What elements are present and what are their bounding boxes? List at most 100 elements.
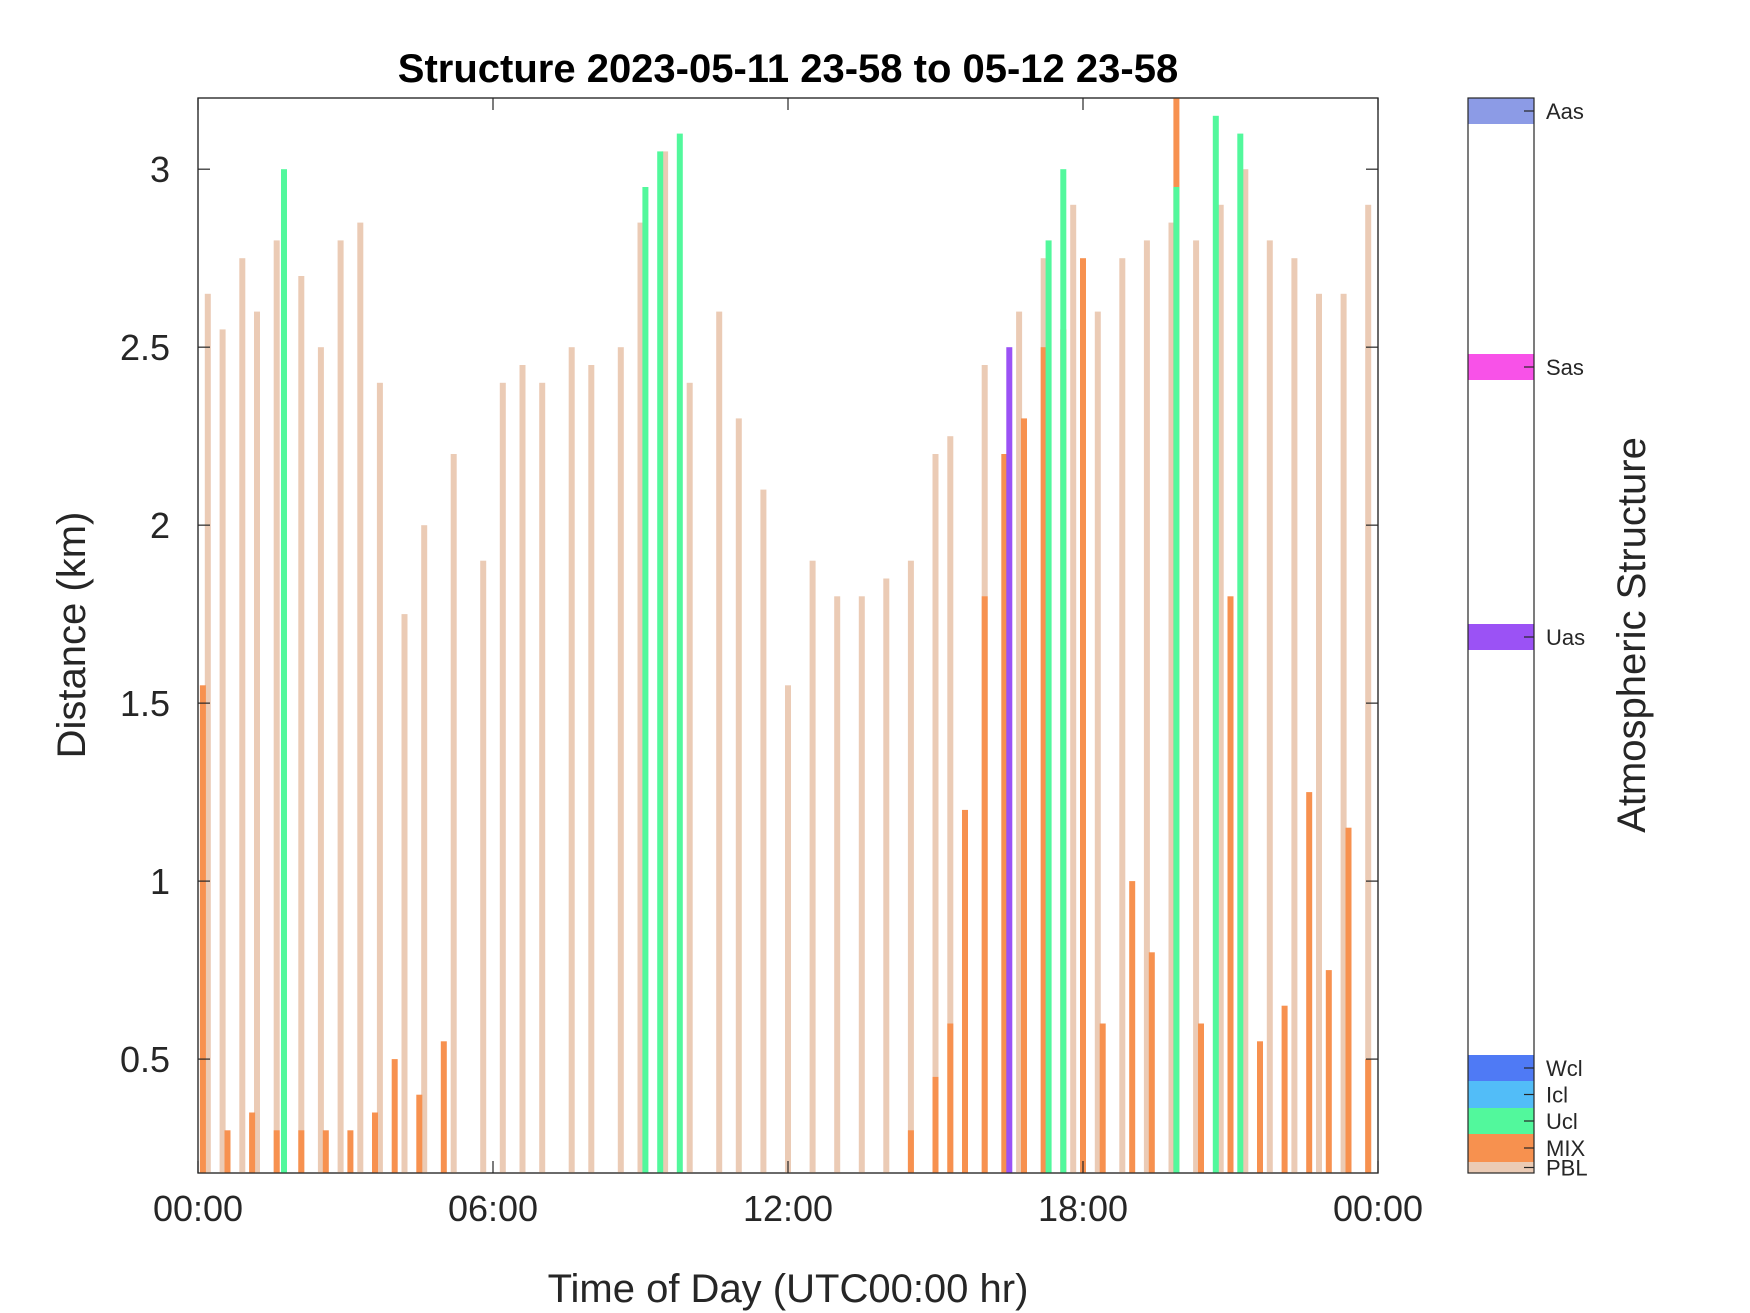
colorbar-tick-label: Sas (1546, 355, 1584, 380)
bar-pbl (480, 560, 487, 1173)
colorbar-swatch-icl (1468, 1081, 1534, 1108)
bar-mix (199, 685, 206, 1173)
bar-mix (416, 1094, 423, 1173)
bar-mix (1148, 952, 1155, 1173)
bar-mix (273, 1130, 280, 1173)
bar-ucl (1237, 133, 1244, 1174)
bar-pbl (421, 525, 428, 1173)
bar-ucl (1212, 115, 1219, 1173)
bar-pbl (499, 382, 506, 1173)
y-tick-labels: 0.5 1 1.5 2 2.5 3 (120, 149, 170, 1080)
bar-pbl (568, 347, 575, 1173)
bar-mix (1040, 347, 1047, 1173)
bar-mix (1021, 418, 1027, 1173)
bar-pbl (1217, 204, 1224, 1174)
bar-pbl (273, 240, 280, 1173)
bar-ucl (1173, 187, 1180, 1173)
x-tick-labels: 00:00 06:00 12:00 18:00 00:00 (153, 1188, 1423, 1229)
bar-pbl (519, 365, 526, 1173)
bar-pbl (376, 382, 383, 1173)
bar-pbl (317, 347, 324, 1173)
bar-pbl (1340, 293, 1347, 1173)
bar-pbl (588, 365, 595, 1173)
y-tick-label: 3 (150, 149, 170, 190)
bar-uas (1006, 347, 1013, 1173)
bar-ucl (1045, 240, 1052, 1173)
y-tick-label: 2 (150, 505, 170, 546)
bar-ucl (657, 151, 664, 1173)
bar-mix (947, 1023, 954, 1173)
bar-pbl (1242, 169, 1249, 1173)
bar-pbl (1193, 240, 1200, 1173)
bar-mix (1129, 881, 1136, 1173)
bar-pbl (637, 222, 644, 1174)
bar-pbl (219, 329, 226, 1173)
bar-pbl (858, 596, 865, 1173)
bar-pbl (401, 614, 408, 1173)
x-tick-label: 18:00 (1038, 1188, 1128, 1229)
x-tick-label: 00:00 (153, 1188, 243, 1229)
chart-title: Structure 2023-05-11 23-58 to 05-12 23-5… (398, 47, 1178, 91)
bar-mix (907, 1130, 914, 1173)
bar-pbl (450, 454, 457, 1173)
bar-mix (440, 1041, 447, 1173)
colorbar-swatch-uas (1468, 624, 1534, 650)
bar-pbl (1291, 258, 1298, 1173)
axes-layer (197, 97, 1379, 1174)
bar-mix (1325, 970, 1332, 1173)
bar-mix (347, 1130, 354, 1173)
bar-pbl (932, 454, 939, 1173)
bar-pbl (204, 293, 211, 1173)
bar-pbl (1365, 204, 1372, 1174)
bar-mix (1001, 454, 1008, 1173)
bar-mix (1198, 1023, 1204, 1173)
bars-layer (199, 98, 1372, 1174)
bar-mix (391, 1059, 398, 1173)
bar-pbl (686, 382, 693, 1173)
colorbar-tick-label: Ucl (1546, 1109, 1578, 1134)
bar-pbl (1070, 204, 1077, 1174)
bar-mix (932, 1076, 939, 1173)
bar-mix (1365, 1059, 1372, 1173)
bar-pbl (760, 489, 767, 1174)
colorbar-tick-label: PBL (1546, 1156, 1588, 1181)
bar-mix (1306, 792, 1313, 1173)
colorbar-swatch-sas (1468, 354, 1534, 380)
bar-mix (981, 596, 988, 1173)
bar-pbl (834, 596, 841, 1173)
bar-pbl (298, 276, 305, 1173)
x-tick-label: 12:00 (743, 1188, 833, 1229)
bar-pbl (809, 560, 816, 1173)
colorbar-swatch-wcl (1468, 1055, 1534, 1081)
bar-ucl (676, 133, 683, 1174)
bar-pbl (239, 258, 246, 1173)
bar-mix (1257, 1041, 1263, 1173)
bar-pbl (883, 578, 890, 1173)
x-tick-label: 06:00 (448, 1188, 538, 1229)
bar-pbl (716, 311, 723, 1174)
colorbar-swatch-mix (1468, 1134, 1534, 1162)
bar-pbl (539, 382, 546, 1173)
bar-pbl (947, 436, 954, 1173)
bar-pbl (1094, 311, 1101, 1174)
bar-pbl (1119, 258, 1126, 1173)
bar-pbl (785, 685, 791, 1173)
bar-mix (1099, 1023, 1106, 1173)
bar-pbl (1016, 311, 1023, 1174)
colorbar-swatch-pbl (1468, 1162, 1534, 1173)
bar-pbl (907, 560, 914, 1173)
bar-pbl (1316, 293, 1322, 1173)
bar-mix (962, 809, 968, 1173)
bar-mix (1227, 596, 1234, 1173)
x-tick-label: 00:00 (1333, 1188, 1423, 1229)
bar-mix (1281, 1005, 1288, 1173)
colorbar-swatch-ucl (1468, 1108, 1534, 1134)
y-tick-label: 1.5 (120, 683, 170, 724)
bar-pbl (1168, 222, 1175, 1174)
y-tick-label: 1 (150, 861, 170, 902)
bar-pbl (357, 222, 364, 1174)
bar-pbl (1143, 240, 1150, 1173)
colorbar-frame (1467, 97, 1535, 1174)
bar-pbl (735, 418, 742, 1173)
